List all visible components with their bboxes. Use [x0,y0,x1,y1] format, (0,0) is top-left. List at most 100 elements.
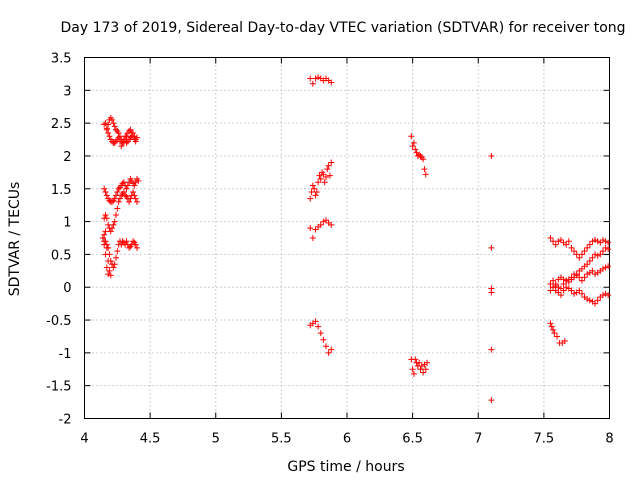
data-point [412,356,419,363]
data-point [561,338,568,345]
data-point [99,235,106,241]
data-point [128,177,135,184]
y-tick-label: 3 [63,84,71,99]
data-point [488,244,495,251]
data-point [123,185,130,192]
data-point [488,289,495,296]
data-point [110,221,117,228]
data-point [115,198,122,205]
data-points [99,74,612,404]
data-point [560,287,567,294]
data-point [576,254,583,261]
data-point [105,271,112,278]
data-point [552,241,559,248]
data-point [605,263,612,270]
data-point [317,175,324,182]
data-point [547,280,554,287]
data-point [107,272,114,279]
data-point [568,274,575,281]
data-point [132,179,139,186]
data-point [424,359,431,366]
data-point [422,171,429,178]
data-point [120,179,127,186]
data-point [134,244,140,251]
data-point [576,287,583,294]
data-point [103,264,110,271]
data-point [408,133,415,140]
data-point [135,177,142,184]
data-point [550,277,557,284]
data-point [107,228,114,235]
data-point [111,261,118,268]
data-point [409,143,416,150]
data-point [114,248,121,255]
data-point [308,189,315,196]
data-point [123,238,130,245]
data-point [573,251,580,258]
data-point [410,139,417,146]
data-point [120,189,127,196]
data-point [328,346,335,353]
data-point [417,366,424,373]
axis-ticks [84,57,610,419]
data-point [320,336,327,343]
data-point [111,123,118,130]
data-point [317,330,324,337]
data-point [416,151,423,158]
data-point [409,366,416,373]
data-point [115,129,122,136]
data-point [421,166,428,173]
data-point [126,244,133,251]
y-tick-label: 1 [63,216,71,231]
data-point [589,254,596,261]
data-point [317,221,324,228]
data-point [584,244,591,251]
data-point [323,343,329,350]
y-tick-label: -1.5 [46,380,71,395]
data-point [309,235,316,241]
data-point [578,290,585,297]
data-point [592,236,599,243]
y-tick-label: -2 [59,413,72,428]
data-point [594,252,601,259]
data-point [584,271,591,278]
data-point [547,235,554,241]
data-point [568,244,575,251]
data-point [126,179,133,186]
data-point [102,212,109,219]
data-point [102,228,109,235]
data-point [321,179,328,186]
data-point [312,192,319,199]
data-point [488,397,495,404]
data-point [571,248,578,255]
data-point [560,280,567,287]
data-point [122,136,129,143]
data-point [320,218,327,225]
data-point [597,239,604,246]
data-point [605,292,612,299]
data-point [565,238,572,245]
data-point [412,146,419,153]
data-point [488,152,495,159]
data-point [576,274,583,281]
data-point [586,241,593,248]
data-point [602,238,609,245]
x-tick-label: 6.5 [402,432,423,447]
data-point [114,189,121,196]
data-point [111,218,118,225]
x-tick-label: 7.5 [534,432,555,447]
data-point [418,362,425,369]
data-point [578,265,585,272]
y-tick-label: 0 [63,281,71,296]
data-point [126,198,133,205]
data-point [324,166,331,173]
data-point [557,236,564,243]
data-point [589,267,596,274]
data-point [115,185,122,192]
data-point [328,79,335,86]
data-point [599,236,606,243]
data-point [584,261,591,268]
data-point [557,292,564,299]
data-point [309,182,316,189]
data-point [114,205,121,212]
